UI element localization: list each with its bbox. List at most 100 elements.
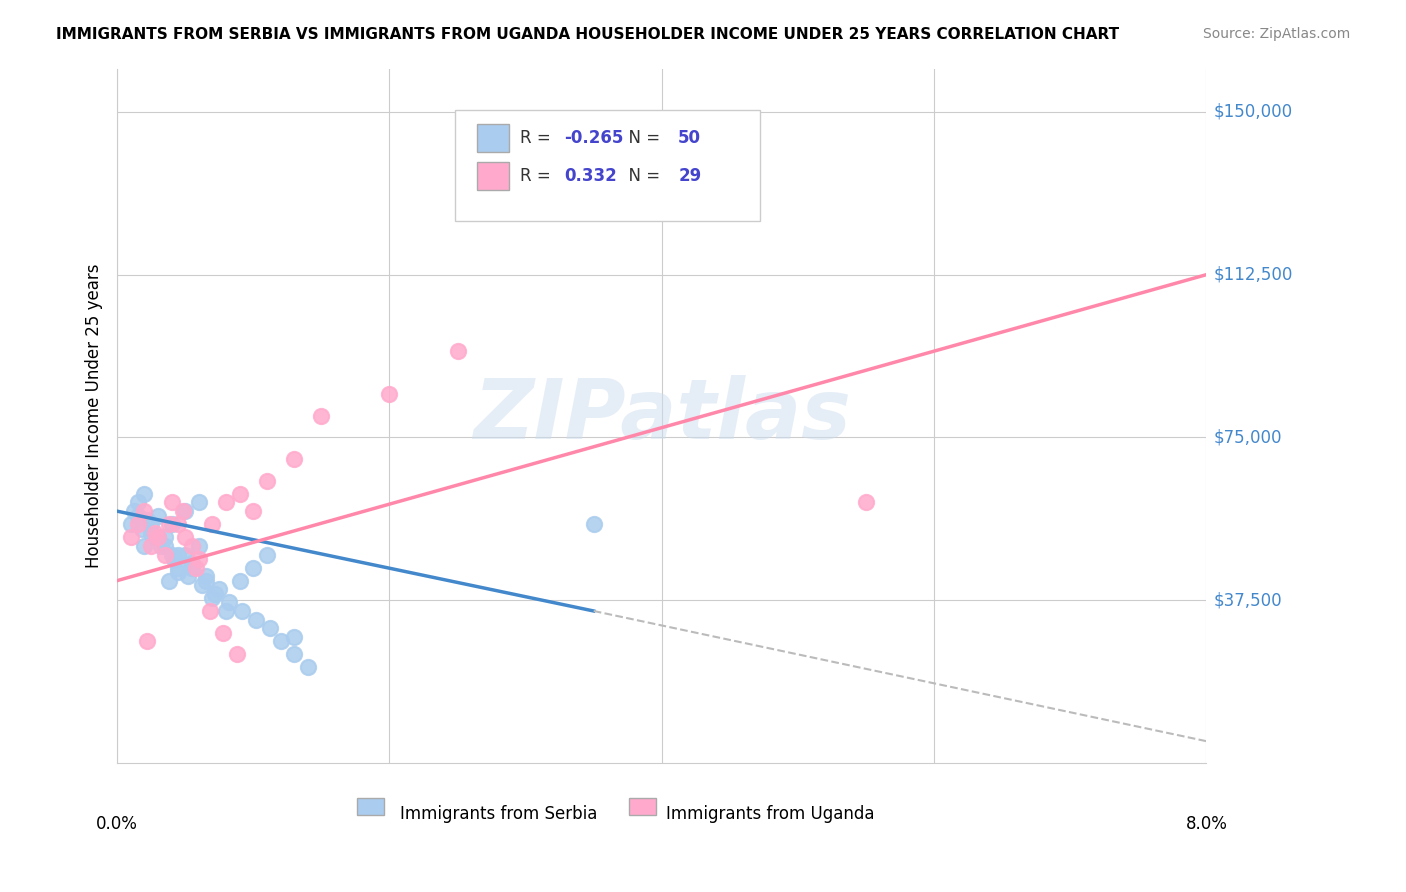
Point bbox=[120, 530, 142, 544]
Point bbox=[160, 495, 183, 509]
Point bbox=[141, 539, 163, 553]
Text: 0.332: 0.332 bbox=[564, 167, 616, 186]
Point bbox=[187, 552, 209, 566]
Point bbox=[153, 539, 176, 553]
Point bbox=[153, 548, 176, 562]
Text: Immigrants from Serbia: Immigrants from Serbia bbox=[399, 805, 598, 822]
Point bbox=[122, 504, 145, 518]
Point bbox=[378, 387, 401, 401]
Point bbox=[201, 517, 224, 532]
FancyBboxPatch shape bbox=[628, 797, 657, 815]
Point bbox=[311, 409, 333, 423]
Point bbox=[174, 504, 197, 518]
Point bbox=[256, 548, 278, 562]
Point bbox=[297, 660, 319, 674]
Point bbox=[194, 574, 217, 588]
Text: R =: R = bbox=[520, 167, 557, 186]
Text: N =: N = bbox=[619, 167, 665, 186]
FancyBboxPatch shape bbox=[477, 124, 509, 152]
Point bbox=[167, 517, 190, 532]
Point bbox=[127, 517, 149, 532]
Point bbox=[143, 525, 166, 540]
Text: IMMIGRANTS FROM SERBIA VS IMMIGRANTS FROM UGANDA HOUSEHOLDER INCOME UNDER 25 YEA: IMMIGRANTS FROM SERBIA VS IMMIGRANTS FRO… bbox=[56, 27, 1119, 42]
Point bbox=[134, 539, 156, 553]
Point bbox=[187, 495, 209, 509]
Text: $150,000: $150,000 bbox=[1213, 103, 1292, 121]
Point bbox=[143, 530, 166, 544]
Point bbox=[149, 539, 172, 553]
Text: ZIPatlas: ZIPatlas bbox=[472, 376, 851, 456]
Text: Source: ZipAtlas.com: Source: ZipAtlas.com bbox=[1202, 27, 1350, 41]
Text: 29: 29 bbox=[678, 167, 702, 186]
Point bbox=[174, 548, 197, 562]
Text: $37,500: $37,500 bbox=[1213, 591, 1282, 609]
Point bbox=[167, 560, 190, 574]
Point bbox=[256, 474, 278, 488]
FancyBboxPatch shape bbox=[456, 111, 759, 221]
Text: 8.0%: 8.0% bbox=[1185, 815, 1227, 833]
Point bbox=[160, 517, 183, 532]
Point bbox=[181, 560, 204, 574]
Y-axis label: Householder Income Under 25 years: Householder Income Under 25 years bbox=[86, 263, 103, 568]
Point bbox=[127, 508, 149, 523]
Point bbox=[146, 508, 169, 523]
Point bbox=[194, 569, 217, 583]
Point bbox=[218, 595, 240, 609]
Point bbox=[215, 604, 238, 618]
Point bbox=[215, 495, 238, 509]
Point bbox=[212, 625, 235, 640]
Point bbox=[167, 548, 190, 562]
Point bbox=[174, 530, 197, 544]
Point bbox=[160, 548, 183, 562]
Point bbox=[229, 574, 252, 588]
Point bbox=[141, 525, 163, 540]
Point bbox=[134, 504, 156, 518]
Point bbox=[259, 621, 281, 635]
Point bbox=[157, 517, 180, 532]
Point bbox=[146, 530, 169, 544]
Text: $112,500: $112,500 bbox=[1213, 266, 1292, 284]
Point bbox=[231, 604, 253, 618]
Point bbox=[204, 587, 226, 601]
Point bbox=[226, 648, 249, 662]
Point bbox=[283, 648, 305, 662]
Point bbox=[153, 530, 176, 544]
Point bbox=[208, 582, 231, 597]
Point bbox=[242, 560, 264, 574]
Point bbox=[134, 487, 156, 501]
Text: 0.0%: 0.0% bbox=[96, 815, 138, 833]
Point bbox=[141, 517, 163, 532]
Text: Immigrants from Uganda: Immigrants from Uganda bbox=[666, 805, 875, 822]
FancyBboxPatch shape bbox=[357, 797, 384, 815]
Point bbox=[136, 513, 159, 527]
Point bbox=[186, 560, 208, 574]
Point bbox=[283, 452, 305, 467]
Point bbox=[181, 539, 204, 553]
Point bbox=[198, 604, 221, 618]
Text: 50: 50 bbox=[678, 129, 702, 147]
Point bbox=[167, 565, 190, 579]
Point bbox=[181, 556, 204, 570]
Point bbox=[190, 578, 212, 592]
Point bbox=[283, 630, 305, 644]
Point bbox=[229, 487, 252, 501]
Point bbox=[172, 504, 194, 518]
Point bbox=[127, 495, 149, 509]
Point bbox=[131, 522, 153, 536]
Text: $75,000: $75,000 bbox=[1213, 428, 1282, 446]
Point bbox=[120, 517, 142, 532]
Point bbox=[163, 552, 186, 566]
Point bbox=[582, 517, 605, 532]
Point bbox=[270, 634, 292, 648]
Point bbox=[446, 343, 468, 358]
Point bbox=[242, 504, 264, 518]
Point bbox=[187, 539, 209, 553]
Text: N =: N = bbox=[619, 129, 665, 147]
Point bbox=[136, 634, 159, 648]
Text: -0.265: -0.265 bbox=[564, 129, 623, 147]
Point bbox=[201, 591, 224, 605]
Point bbox=[181, 560, 204, 574]
Point bbox=[157, 574, 180, 588]
Point bbox=[855, 495, 877, 509]
Point bbox=[177, 569, 200, 583]
